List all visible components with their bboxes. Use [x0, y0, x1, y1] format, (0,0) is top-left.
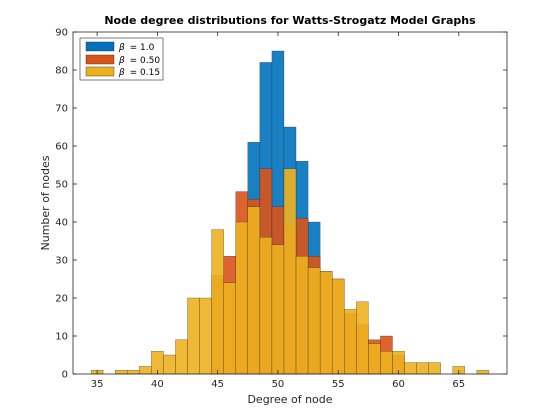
- y-tick-label: 60: [55, 142, 68, 153]
- legend-label-value: = 1.0: [130, 43, 155, 53]
- histogram-bar: [404, 362, 417, 375]
- histogram-bar: [428, 362, 441, 375]
- legend-label-value: = 0.15: [130, 68, 160, 78]
- x-tick-label: 45: [211, 379, 224, 390]
- histogram-bar: [368, 343, 381, 375]
- y-tick-label: 40: [55, 218, 68, 229]
- legend: β = 1.0 β = 0.50 β = 0.15: [79, 37, 164, 81]
- legend-swatch: [85, 41, 115, 52]
- x-tick-label: 55: [332, 379, 345, 390]
- x-tick-label: 65: [452, 379, 465, 390]
- chart-title: Node degree distributions for Watts-Stro…: [104, 14, 476, 27]
- histogram-bar: [247, 206, 261, 375]
- histogram-bar: [319, 271, 333, 375]
- legend-label-symbol: β: [118, 43, 125, 53]
- legend-entry: β = 1.0: [85, 41, 155, 53]
- legend-label-value: = 0.50: [130, 56, 161, 66]
- histogram-bar: [223, 282, 236, 375]
- y-axis-label: Number of nodes: [39, 155, 52, 250]
- histogram-bar: [476, 370, 490, 375]
- y-tick-label: 20: [55, 294, 68, 305]
- legend-entry: β = 0.50: [85, 54, 160, 66]
- legend-label-symbol: β: [118, 68, 125, 78]
- histogram-bar: [356, 301, 369, 375]
- histogram-bar: [380, 351, 393, 375]
- histogram-bar: [139, 366, 152, 375]
- y-tick-label: 50: [55, 180, 68, 191]
- legend-entry: β = 0.15: [85, 66, 160, 78]
- histogram-bar: [331, 278, 345, 375]
- legend-swatch: [85, 54, 115, 65]
- histogram-bar: [235, 221, 249, 375]
- svg-text:β = 0.15: β = 0.15: [118, 68, 160, 78]
- y-tick-label: 90: [55, 28, 68, 39]
- y-tick-label: 80: [55, 66, 68, 77]
- x-tick-label: 35: [91, 379, 104, 390]
- plot-frame: [72, 31, 508, 375]
- histogram-bar: [114, 370, 128, 375]
- histogram-bar: [271, 244, 285, 375]
- y-tick-label: 10: [55, 332, 68, 343]
- y-tick-label: 30: [55, 256, 68, 267]
- histogram-bar: [295, 256, 309, 375]
- svg-text:β = 1.0: β = 1.0: [118, 43, 155, 53]
- x-axis-label: Degree of node: [247, 393, 332, 406]
- y-tick-label: 0: [62, 370, 68, 381]
- x-tick-label: 50: [272, 379, 285, 390]
- bars-layer: [90, 50, 490, 375]
- histogram-bar: [307, 267, 321, 375]
- x-tick-label: 60: [392, 379, 405, 390]
- histogram-bar: [199, 297, 212, 375]
- histogram-bar: [344, 309, 357, 375]
- histogram-bar: [211, 229, 224, 375]
- y-tick-label: 70: [55, 104, 68, 115]
- histogram-bar: [259, 236, 273, 375]
- legend-swatch: [85, 66, 115, 77]
- histogram-bar: [283, 168, 297, 375]
- ticks-layer: 35 40 45 50 55 60 65 0 10 20 30 40 50 60 70 80 90: [55, 28, 507, 390]
- histogram-bar: [175, 339, 188, 375]
- legend-label-symbol: β: [118, 56, 125, 66]
- histogram-bar: [416, 362, 429, 375]
- x-tick-label: 40: [151, 379, 164, 390]
- histogram-bar: [163, 354, 176, 375]
- svg-text:β = 0.50: β = 0.50: [118, 56, 160, 66]
- histogram-bar: [127, 370, 140, 375]
- histogram-bar: [187, 297, 200, 375]
